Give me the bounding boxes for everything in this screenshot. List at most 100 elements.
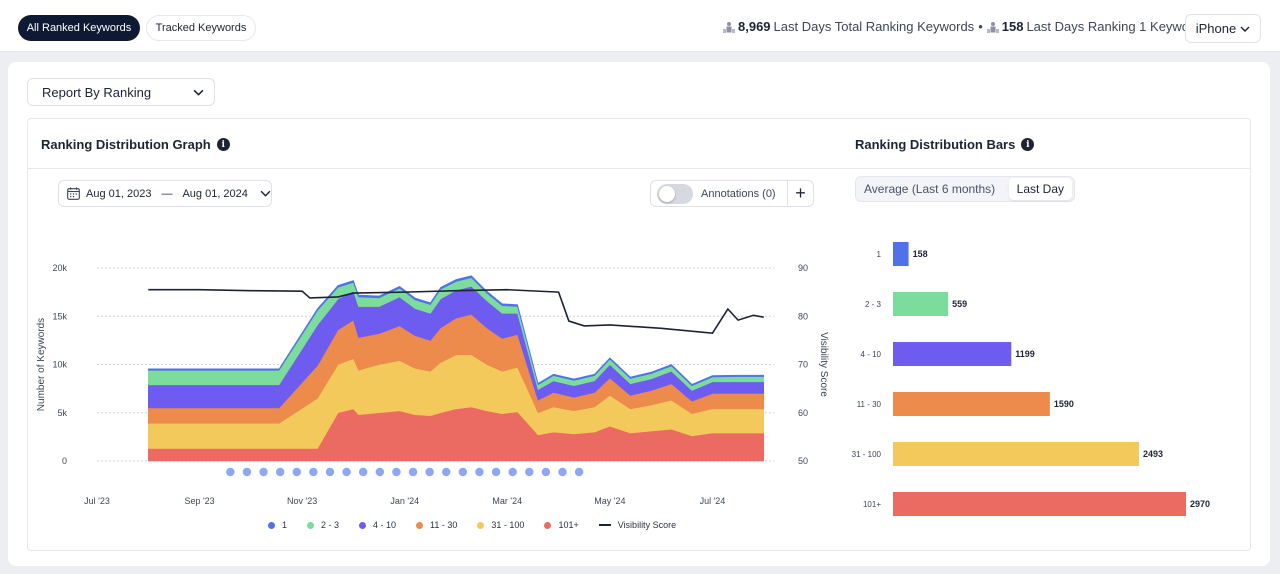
legend-label: 31 - 100 <box>491 520 525 530</box>
legend-label: 11 - 30 <box>430 520 458 530</box>
legend-item[interactable]: 31 - 100 <box>477 520 524 530</box>
bar-value-label: 1199 <box>1015 349 1035 359</box>
date-separator: — <box>161 187 173 200</box>
y-tick-label: 20k <box>52 263 67 273</box>
tab-tracked-keywords[interactable]: Tracked Keywords <box>146 15 256 41</box>
date-range-picker[interactable]: Aug 01, 2023 — Aug 01, 2024 <box>58 180 272 207</box>
x-tick-label: Mar '24 <box>492 496 522 506</box>
panel-header: Ranking Distribution Graph i Ranking Dis… <box>28 119 1250 169</box>
rank1-keywords-value: 158 <box>1001 19 1024 34</box>
bar-1 <box>893 242 909 266</box>
y2-tick-label: 90 <box>798 263 808 273</box>
annotation-marker <box>508 467 517 477</box>
bar-2-3 <box>893 292 949 316</box>
bar-11-30 <box>893 392 1050 416</box>
legend-dot-swatch <box>477 521 485 529</box>
bar-category-label: 1 <box>877 250 882 259</box>
summary-stats: 8,969 Last Days Total Ranking Keywords •… <box>723 19 1207 34</box>
info-icon[interactable]: i <box>216 138 230 151</box>
tab-all-ranked-keywords[interactable]: All Ranked Keywords <box>18 15 140 41</box>
graph-title-text: Ranking Distribution Graph <box>41 137 211 152</box>
annotation-marker <box>392 467 401 477</box>
legend-label: Visibility Score <box>617 520 677 530</box>
legend-item[interactable]: 11 - 30 <box>416 520 457 530</box>
bar-value-label: 1590 <box>1054 399 1074 409</box>
bar-101- <box>893 492 1186 516</box>
date-start: Aug 01, 2023 <box>86 187 152 200</box>
y2-tick-label: 70 <box>798 360 808 370</box>
legend-label: 2 - 3 <box>321 520 340 530</box>
bar-value-label: 2970 <box>1190 499 1210 509</box>
tab-average-last-6-months[interactable]: Average (Last 6 months) <box>864 182 996 196</box>
tab-last-day[interactable]: Last Day <box>1008 178 1072 200</box>
y2-tick-label: 50 <box>798 456 808 466</box>
calendar-icon <box>67 187 80 200</box>
report-by-select[interactable]: Report By Ranking <box>27 78 215 106</box>
top-bar: All Ranked Keywords Tracked Keywords 8,9… <box>0 0 1280 52</box>
bar-value-label: 559 <box>952 299 967 309</box>
bar-value-label: 158 <box>913 249 928 259</box>
total-keywords-label: Last Days Total Ranking Keywords <box>773 19 975 34</box>
chart-legend: 1 2 - 3 4 - 10 11 - 30 31 - 100 101+ Visibilit… <box>268 520 676 530</box>
annotation-marker <box>475 467 484 477</box>
x-tick-label: Jul '24 <box>700 496 726 506</box>
legend-item[interactable]: 4 - 10 <box>359 520 396 530</box>
annotation-marker <box>425 467 434 477</box>
annotation-marker <box>226 467 235 477</box>
bar-31-100 <box>893 442 1139 466</box>
annotation-marker <box>375 467 385 477</box>
legend-label: 1 <box>282 520 288 530</box>
chevron-down-icon <box>1240 26 1250 32</box>
annotation-marker <box>458 467 468 477</box>
y-tick-label: 10k <box>52 360 67 370</box>
annotations-toggle[interactable] <box>657 183 693 204</box>
bars-period-toggle: Average (Last 6 months) Last Day <box>855 176 1075 202</box>
annotation-marker <box>574 467 584 477</box>
bar-category-label: 101+ <box>863 500 881 509</box>
bar-4-10 <box>893 342 1012 366</box>
legend-dot-swatch <box>544 521 552 529</box>
info-icon[interactable]: i <box>1021 138 1035 151</box>
legend-item[interactable]: 2 - 3 <box>307 520 339 530</box>
legend-dot-swatch <box>359 521 367 529</box>
graph-title: Ranking Distribution Graph i <box>41 137 230 152</box>
bars-title-text: Ranking Distribution Bars <box>855 137 1016 152</box>
y-axis-label: Number of Keywords <box>36 318 47 411</box>
annotation-marker <box>342 467 351 477</box>
annotation-marker <box>491 467 501 477</box>
annotation-marker <box>541 467 551 477</box>
y2-tick-label: 60 <box>798 408 808 418</box>
annotation-marker <box>525 467 534 477</box>
legend-item[interactable]: Visibility Score <box>598 520 677 530</box>
annotation-marker <box>442 467 451 477</box>
x-tick-label: Sep '23 <box>184 496 214 506</box>
annotation-marker <box>408 467 418 477</box>
annotation-marker <box>242 467 252 477</box>
people-ranking-icon <box>986 21 999 33</box>
legend-label: 101+ <box>558 520 579 530</box>
bar-category-label: 11 - 30 <box>857 400 882 409</box>
ranking-distribution-chart: 0 5k 10k 15k 20k 50 60 70 80 90 Number of Keywords… <box>36 263 829 506</box>
legend-dot-swatch <box>416 521 424 529</box>
legend-line-swatch <box>598 524 611 526</box>
add-annotation-button[interactable]: + <box>787 181 813 206</box>
ranking-panel: Ranking Distribution Graph i Ranking Dis… <box>27 118 1251 551</box>
bar-category-label: 4 - 10 <box>861 350 882 359</box>
annotation-marker <box>325 467 335 477</box>
y-tick-label: 5k <box>57 408 67 418</box>
device-selector[interactable]: iPhone <box>1185 14 1261 43</box>
annotation-marker <box>292 467 301 477</box>
chevron-down-icon <box>260 190 271 197</box>
legend-label: 4 - 10 <box>373 520 397 530</box>
legend-dot-swatch <box>268 521 275 529</box>
annotation-marker <box>359 467 368 477</box>
device-label: iPhone <box>1195 21 1237 36</box>
legend-item[interactable]: 101+ <box>544 520 579 530</box>
y2-axis-label: Visibility Score <box>818 332 829 397</box>
legend-dot-swatch <box>307 521 315 529</box>
area-series-1 <box>147 275 765 387</box>
x-tick-label: May '24 <box>594 496 625 506</box>
x-tick-label: Jul '23 <box>84 496 110 506</box>
annotation-marker <box>275 467 285 477</box>
legend-item[interactable]: 1 <box>268 520 287 530</box>
